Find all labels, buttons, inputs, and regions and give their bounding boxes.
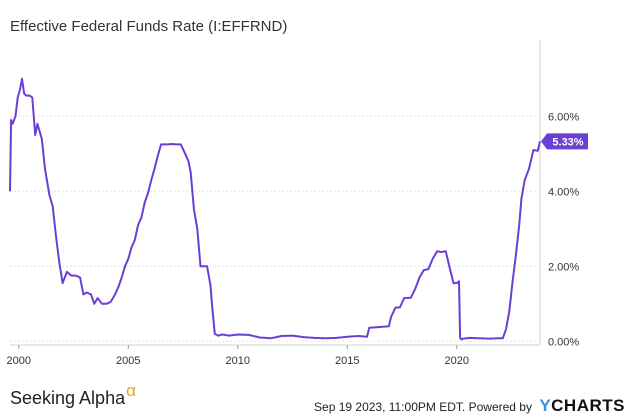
y-tick-label: 2.00%	[548, 261, 579, 273]
x-tick-label: 2005	[116, 355, 140, 367]
ycharts-logo[interactable]: YCHARTS	[539, 396, 625, 415]
x-tick-label: 2010	[226, 355, 250, 367]
x-tick-label: 2020	[445, 355, 469, 367]
ycharts-y-icon: Y	[539, 396, 552, 415]
ycharts-wordmark: CHARTS	[551, 396, 625, 415]
brand-text: Seeking Alpha	[10, 388, 126, 408]
y-tick-label: 0.00%	[548, 336, 579, 348]
footer-attribution: Sep 19 2023, 11:00PM EDT. Powered by YCH…	[314, 396, 625, 416]
grid-lines	[10, 115, 540, 342]
alpha-icon: α	[126, 381, 136, 400]
tick-labels: 6.00% 4.00% 2.00% 0.00% 2000 2005 2010 2015 2020	[7, 111, 580, 367]
last-value-badge: 5.33%	[541, 133, 588, 150]
line-chart: 5.33% 6.00% 4.00% 2.00% 0.00% 2000 2005 2010 20…	[7, 40, 588, 367]
y-tick-label: 6.00%	[548, 111, 579, 123]
series-layer: 5.33%	[9, 77, 588, 341]
powered-by-label: Powered by	[468, 400, 532, 414]
seeking-alpha-logo[interactable]: Seeking Alphaα	[10, 381, 136, 409]
series-line	[9, 77, 541, 341]
chart-title: Effective Federal Funds Rate (I:EFFRND)	[10, 18, 288, 35]
timestamp: Sep 19 2023, 11:00PM EDT.	[314, 400, 466, 414]
x-tick-label: 2000	[7, 355, 31, 367]
last-value-badge-shape	[541, 133, 588, 150]
last-value-label: 5.33%	[552, 136, 583, 148]
y-tick-label: 4.00%	[548, 186, 579, 198]
x-tick-label: 2015	[335, 355, 359, 367]
axis	[10, 40, 541, 349]
